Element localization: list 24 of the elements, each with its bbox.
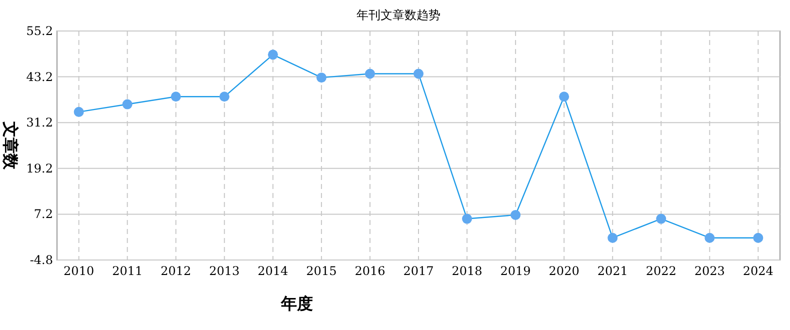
x-tick-label: 2021 (597, 264, 628, 278)
y-tick-label: 19.2 (26, 161, 53, 176)
x-axis-title: 年度 (280, 294, 313, 313)
x-tick-label: 2022 (646, 264, 676, 278)
x-tick-label: 2020 (548, 264, 580, 278)
x-tick-label: 2010 (64, 264, 94, 278)
x-tick-label: 2016 (354, 264, 386, 278)
y-tick-label: 43.2 (26, 70, 53, 84)
y-tick-label: 55.2 (26, 24, 53, 38)
y-tick-label: 7.2 (34, 207, 53, 222)
y-tick-label: -4.8 (30, 253, 53, 267)
y-tick-label: 31.2 (26, 116, 53, 130)
y-axis-title: 文章数 (1, 120, 20, 170)
x-tick-label: 2011 (112, 264, 143, 278)
x-tick-label: 2024 (742, 264, 774, 278)
x-tick-label: 2013 (209, 264, 240, 278)
chart-title: 年刊文章数趋势 (356, 8, 440, 22)
x-tick-label: 2012 (160, 264, 192, 278)
x-tick-label: 2018 (452, 264, 482, 278)
x-tick-label: 2019 (500, 264, 531, 278)
x-tick-label: 2015 (306, 264, 337, 278)
x-tick-label: 2017 (403, 264, 434, 278)
x-tick-label: 2014 (258, 264, 289, 278)
x-tick-label: 2023 (694, 264, 725, 278)
